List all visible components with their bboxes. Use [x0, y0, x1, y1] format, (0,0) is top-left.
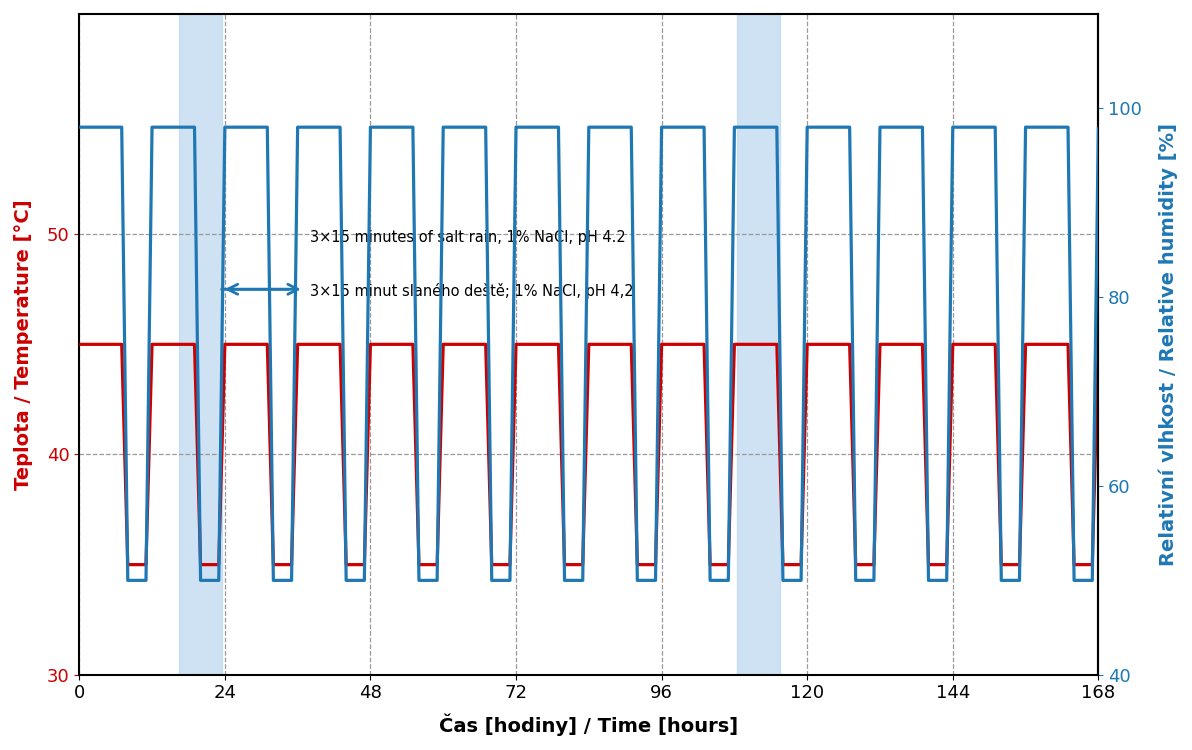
Text: 3×15 minutes of salt rain, 1% NaCl, pH 4.2: 3×15 minutes of salt rain, 1% NaCl, pH 4… [310, 230, 626, 245]
Bar [179, 14, 222, 675]
Text: 3×15 minut slaného deště; 1% NaCl, pH 4,2: 3×15 minut slaného deště; 1% NaCl, pH 4,… [310, 283, 633, 298]
X-axis label: Čas [hodiny] / Time [hours]: Čas [hodiny] / Time [hours] [439, 713, 738, 736]
Y-axis label: Teplota / Temperature [°C]: Teplota / Temperature [°C] [14, 199, 33, 490]
Bar [738, 14, 780, 675]
Y-axis label: Relativní vlhkost / Relative humidity [%]: Relativní vlhkost / Relative humidity [%… [1159, 123, 1178, 566]
